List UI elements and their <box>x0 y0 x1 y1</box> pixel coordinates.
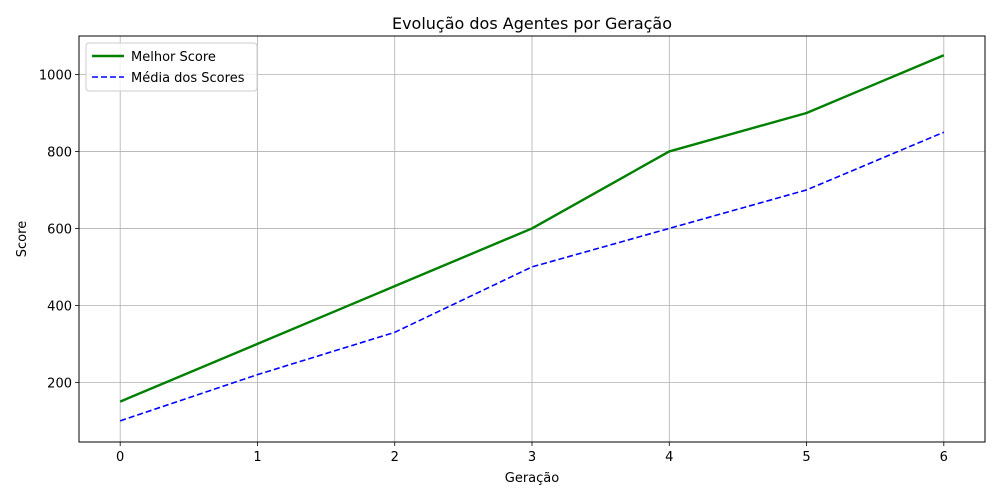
legend: Melhor Score Média dos Scores <box>85 42 258 92</box>
y-tick-label: 600 <box>47 222 72 237</box>
x-tick-label: 3 <box>528 450 536 465</box>
x-tick-label: 5 <box>802 450 810 465</box>
x-tick-label: 6 <box>940 450 948 465</box>
y-tick-label: 1000 <box>39 68 72 83</box>
y-tick-label: 400 <box>47 299 72 314</box>
x-tick-label: 2 <box>391 450 399 465</box>
x-tick-label: 4 <box>665 450 673 465</box>
series-line-media-scores <box>119 131 945 422</box>
series-lines <box>119 54 945 422</box>
legend-label-media-scores: Média dos Scores <box>131 71 245 86</box>
chart-title: Evolução dos Agentes por Geração <box>392 14 672 33</box>
y-axis-label: Score <box>15 221 30 257</box>
series-line-melhor-score <box>119 54 945 403</box>
x-axis-label: Geração <box>505 471 559 486</box>
x-tick-label: 0 <box>116 450 124 465</box>
y-tick-label: 800 <box>47 145 72 160</box>
legend-box <box>85 42 258 92</box>
y-tick-label: 200 <box>47 376 72 391</box>
x-tick-label: 1 <box>253 450 261 465</box>
legend-label-melhor-score: Melhor Score <box>131 50 216 65</box>
axis-ticks: 0 1 2 3 4 5 6 200 400 600 800 1000 <box>39 68 948 465</box>
